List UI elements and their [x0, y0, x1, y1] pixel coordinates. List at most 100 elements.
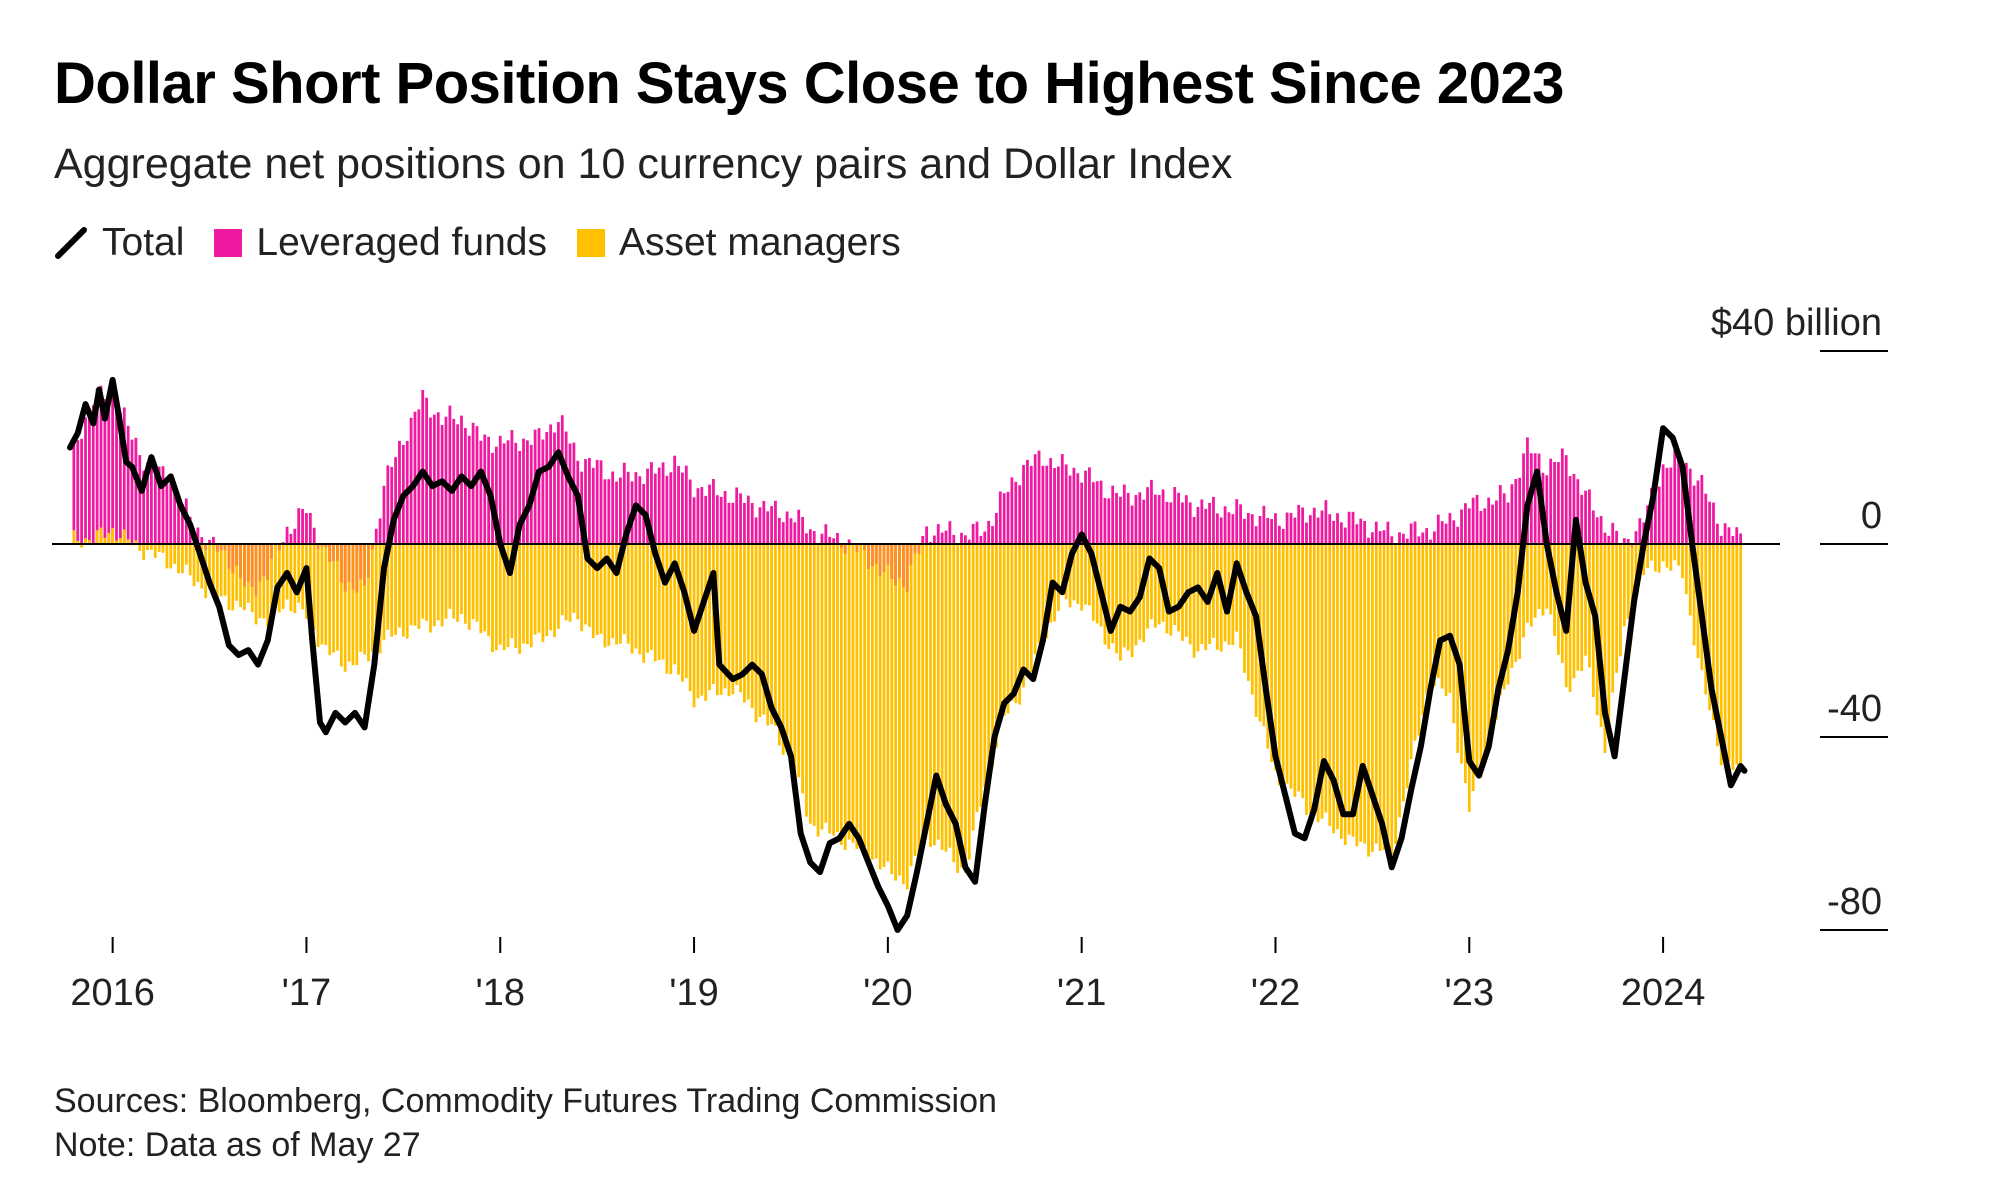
asset-bar	[921, 544, 925, 840]
leveraged-bar	[1150, 479, 1153, 544]
leveraged-bar	[173, 482, 177, 544]
asset-bar	[312, 544, 316, 630]
asset-bar	[1549, 544, 1553, 615]
leveraged-bar	[692, 497, 696, 544]
asset-bar	[1308, 544, 1312, 814]
asset-bar	[944, 544, 948, 852]
leveraged-bar	[1126, 492, 1130, 544]
asset-bar	[1529, 544, 1533, 627]
leveraged-bar	[688, 479, 692, 544]
asset-bar	[1440, 544, 1444, 689]
asset-bar	[963, 544, 967, 873]
leveraged-bar	[297, 508, 301, 544]
leveraged-bar	[684, 465, 688, 544]
leveraged-bar	[502, 443, 506, 544]
leveraged-bar	[1184, 495, 1188, 544]
asset-bar	[177, 544, 180, 574]
overlap-bar	[231, 544, 235, 574]
asset-bar	[801, 544, 804, 794]
leveraged-bar	[1088, 467, 1091, 544]
leveraged-bar	[1553, 462, 1556, 544]
leveraged-bar	[1665, 467, 1669, 544]
asset-bar	[1630, 544, 1634, 619]
asset-bar	[1584, 544, 1587, 656]
asset-bar	[1041, 544, 1045, 648]
leveraged-bar	[1576, 479, 1580, 544]
leveraged-bar	[1289, 512, 1293, 544]
leveraged-bar	[1413, 521, 1417, 544]
leveraged-bar	[394, 457, 397, 544]
asset-bar	[1146, 544, 1149, 629]
leveraged-bar	[452, 418, 456, 544]
leveraged-bar	[1483, 508, 1487, 544]
leveraged-bar	[1285, 512, 1289, 544]
asset-bar	[584, 544, 587, 625]
leveraged-bar	[1103, 497, 1107, 544]
chart-subtitle: Aggregate net positions on 10 currency p…	[54, 140, 1233, 188]
asset-swatch-icon	[576, 229, 605, 257]
leveraged-bar	[723, 490, 727, 544]
leveraged-bar	[1429, 539, 1432, 544]
asset-bar	[545, 544, 549, 637]
asset-bar	[1274, 544, 1277, 771]
leveraged-bar	[1053, 468, 1056, 544]
leveraged-bar	[743, 502, 746, 544]
leveraged-bar	[1343, 527, 1347, 544]
leveraged-bar	[80, 438, 84, 544]
asset-bar	[630, 544, 634, 654]
leveraged-bar	[1390, 536, 1394, 544]
leveraged-bar	[712, 478, 715, 544]
leveraged-bar	[1487, 497, 1491, 544]
asset-bar	[1215, 544, 1219, 650]
leveraged-bar	[1227, 512, 1231, 544]
overlap-bar	[277, 544, 281, 551]
asset-bar	[1336, 544, 1339, 830]
asset-bar	[863, 544, 866, 847]
leveraged-bar	[1533, 453, 1537, 544]
leveraged-bar	[983, 531, 987, 544]
asset-bar	[1367, 544, 1370, 857]
leveraged-bar	[1622, 538, 1626, 544]
leveraged-bar	[1049, 458, 1053, 544]
overlap-bar	[905, 544, 909, 593]
asset-bar	[576, 544, 580, 620]
asset-bar	[1735, 544, 1739, 765]
asset-bar	[1429, 544, 1432, 688]
leveraged-bar	[1568, 476, 1572, 544]
asset-bar	[394, 544, 397, 635]
leveraged-bar	[208, 539, 211, 544]
asset-bar	[188, 544, 192, 576]
leveraged-bar	[537, 428, 541, 544]
asset-bar	[169, 544, 173, 569]
leveraged-bar	[545, 431, 549, 544]
asset-bar	[960, 544, 963, 868]
asset-bar	[870, 544, 874, 860]
leveraged-bar	[1119, 496, 1122, 544]
leveraged-bar	[971, 523, 975, 544]
leveraged-bar	[150, 466, 153, 544]
asset-bar	[421, 544, 425, 619]
leveraged-bar	[731, 502, 735, 544]
asset-bar	[1522, 544, 1525, 638]
asset-bar	[460, 544, 463, 615]
asset-bar	[1235, 544, 1239, 632]
leveraged-bar	[1138, 492, 1142, 544]
asset-bar	[808, 544, 812, 824]
leveraged-bar	[820, 533, 824, 544]
asset-bar	[847, 544, 851, 840]
asset-bar	[1731, 544, 1735, 770]
asset-bar	[1692, 544, 1696, 646]
leveraged-bar	[1142, 499, 1146, 544]
asset-bar	[262, 544, 266, 619]
asset-bar	[181, 544, 184, 574]
leveraged-bar	[847, 539, 851, 544]
asset-bar	[1386, 544, 1390, 843]
asset-bar	[467, 544, 471, 630]
asset-bar	[1068, 544, 1072, 608]
total-line-series	[67, 376, 1748, 933]
leveraged-bar	[161, 466, 165, 544]
leveraged-bar	[510, 430, 514, 544]
leveraged-bar	[1091, 482, 1095, 544]
asset-bar	[557, 544, 560, 629]
total-line	[67, 376, 1748, 933]
